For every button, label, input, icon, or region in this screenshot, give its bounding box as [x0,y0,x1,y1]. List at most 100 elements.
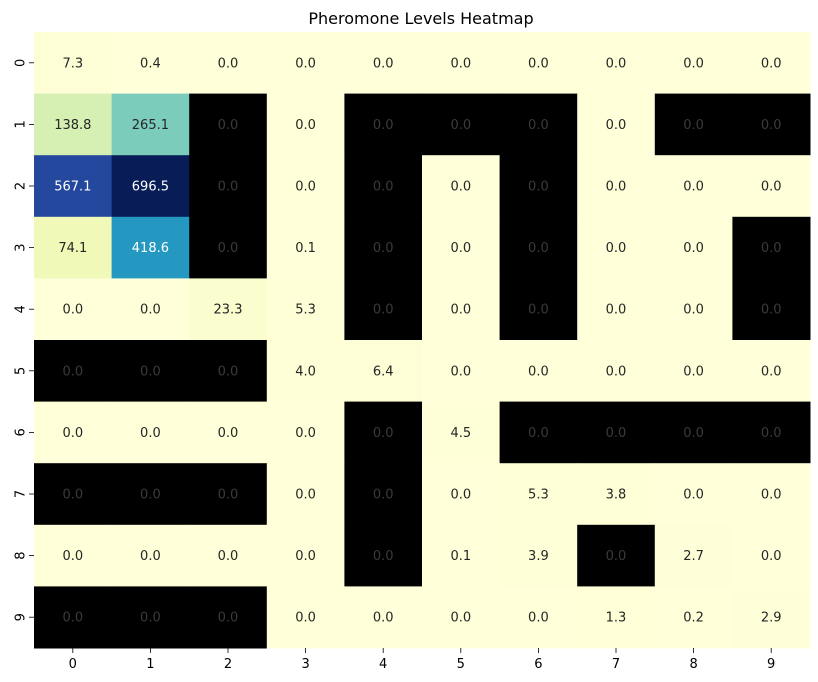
x-tick-label: 7 [612,657,620,672]
obstacle-cell [189,155,268,218]
cell-value-label: 0.0 [218,118,239,133]
obstacle-cell [499,278,578,341]
cell-value-label: 0.0 [295,549,316,564]
cell-value-label: 696.5 [132,180,169,195]
cell-value-label: 0.0 [218,180,239,195]
cell-value-label: 23.3 [214,303,243,318]
cell-value-label: 0.0 [373,180,394,195]
cell-value-label: 3.8 [606,488,627,503]
cell-value-label: 0.0 [373,611,394,626]
heatmap-cell [422,401,501,464]
obstacle-cell [344,216,423,279]
x-tick-label: 4 [379,657,387,672]
heatmap-cell [111,524,190,587]
heatmap-cell [422,278,501,341]
cell-value-label: 0.4 [140,56,161,71]
heatmap-cell [654,155,733,218]
cell-value-label: 0.0 [528,241,549,256]
cell-value-label: 0.0 [62,611,83,626]
y-axis-ticks: 0 1 2 3 4 5 6 7 8 9 [14,59,34,621]
heatmap-cell [422,216,501,279]
cell-value-label: 0.0 [606,549,627,564]
heatmap-cell [732,340,811,403]
cell-value-label: 4.0 [295,364,316,379]
heatmap-cell [189,401,268,464]
cell-value-label: 0.0 [373,549,394,564]
cell-value-label: 567.1 [54,180,91,195]
cell-value-label: 265.1 [132,118,169,133]
obstacle-cell [34,463,113,526]
cell-value-label: 0.0 [683,488,704,503]
heatmap-cell [422,463,501,526]
heatmap-cell [499,32,578,95]
cell-value-label: 0.0 [761,56,782,71]
obstacle-cell [111,463,190,526]
cell-value-label: 0.0 [62,303,83,318]
heatmap-cell [189,524,268,587]
cell-value-label: 0.0 [373,56,394,71]
cell-value-label: 0.0 [606,180,627,195]
cell-value-label: 0.2 [683,611,704,626]
heatmap-cell [499,463,578,526]
obstacle-cell [189,340,268,403]
cell-value-label: 0.0 [373,303,394,318]
x-tick-label: 1 [146,657,154,672]
cell-value-label: 0.0 [218,549,239,564]
cell-value-label: 0.0 [683,180,704,195]
obstacle-cell [732,93,811,156]
obstacle-cell [732,216,811,279]
x-tick-label: 6 [534,657,542,672]
heatmap-cell [34,524,113,587]
y-tick-label: 1 [14,120,29,128]
heatmap-cell [732,155,811,218]
obstacle-cell [344,524,423,587]
heatmap-cell [732,524,811,587]
cell-value-label: 0.0 [62,488,83,503]
cell-value-label: 0.0 [218,241,239,256]
obstacle-cell [189,93,268,156]
cell-value-label: 0.0 [140,611,161,626]
obstacle-cell [499,401,578,464]
heatmap-cell [189,32,268,95]
obstacle-cell [34,586,113,649]
cell-value-label: 1.3 [606,611,627,626]
heatmap-cells [34,32,811,649]
cell-value-label: 0.0 [62,426,83,441]
heatmap-cell [499,340,578,403]
obstacle-cell [732,401,811,464]
cell-value-label: 0.0 [295,426,316,441]
cell-value-label: 0.0 [683,118,704,133]
obstacle-cell [422,93,501,156]
cell-value-label: 0.0 [683,364,704,379]
y-tick-label: 0 [14,59,29,67]
cell-value-label: 0.0 [528,426,549,441]
heatmap-cell [111,155,190,218]
cell-value-label: 0.0 [373,241,394,256]
heatmap-cell-labels: 7.3 0.4 0.0 0.0 0.0 0.0 0.0 0.0 0.0 0.0 138.8 265.1… [54,56,781,625]
cell-value-label: 0.0 [606,364,627,379]
cell-value-label: 0.0 [450,303,471,318]
cell-value-label: 0.0 [761,118,782,133]
cell-value-label: 0.0 [218,56,239,71]
x-tick-label: 8 [689,657,697,672]
cell-value-label: 0.0 [218,611,239,626]
cell-value-label: 0.0 [761,426,782,441]
heatmap-cell [577,586,656,649]
heatmap-cell [34,32,113,95]
obstacle-cell [111,586,190,649]
y-tick-label: 3 [14,243,29,251]
obstacle-cell [189,586,268,649]
obstacle-cell [111,340,190,403]
obstacle-cell [189,216,268,279]
heatmap-cell [266,278,345,341]
x-axis-ticks: 0 1 2 3 4 5 6 7 8 9 [69,648,775,672]
heatmap-cell [111,401,190,464]
cell-value-label: 0.0 [761,180,782,195]
cell-value-label: 0.0 [140,488,161,503]
heatmap-cell [266,401,345,464]
chart-title: Pheromone Levels Heatmap [308,9,533,28]
heatmap-cell [422,155,501,218]
heatmap-cell [732,463,811,526]
x-tick-label: 2 [224,657,232,672]
x-tick-label: 0 [69,657,77,672]
